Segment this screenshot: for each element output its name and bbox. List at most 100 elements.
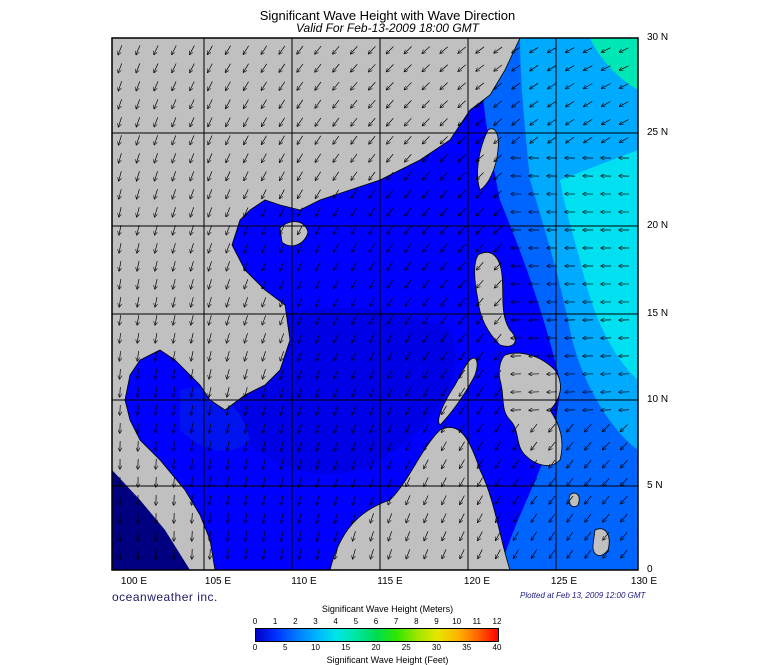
wave-arrow (584, 136, 593, 142)
wave-arrow (136, 117, 141, 126)
wave-arrow (174, 476, 175, 487)
wave-arrow (512, 46, 521, 53)
wave-arrow (459, 279, 466, 288)
wave-arrow (423, 279, 430, 288)
wave-arrow (584, 65, 593, 71)
wave-arrow (192, 530, 193, 541)
wave-arrow (405, 189, 412, 198)
wave-arrow (513, 441, 520, 450)
wave-arrow (317, 513, 320, 523)
wave-arrow (512, 100, 521, 107)
wave-arrow (298, 369, 303, 378)
wave-arrow (191, 279, 194, 289)
wave-arrow (316, 225, 321, 235)
lat-label-20n: 20 N (647, 220, 669, 231)
wave-arrow (174, 494, 175, 505)
wave-arrow (405, 315, 411, 324)
wave-arrow (209, 387, 211, 397)
wave-arrow (459, 226, 466, 233)
wave-arrow (496, 531, 501, 541)
wave-arrow (477, 226, 484, 233)
wave-arrow (460, 459, 465, 469)
luzon-island (474, 251, 516, 347)
wave-arrow (459, 243, 466, 252)
wave-arrow (315, 207, 321, 217)
wave-arrow (334, 387, 339, 396)
wave-arrow (369, 297, 375, 307)
wave-arrow (495, 495, 501, 505)
map-subtitle: Valid For Feb-13-2009 18:00 GMT (296, 21, 479, 35)
wave-arrow (549, 423, 556, 432)
wave-arrow (226, 207, 231, 216)
wave-arrow (137, 297, 139, 307)
wave-arrow (351, 207, 358, 216)
wave-arrow (441, 315, 448, 324)
wave-arrow (495, 333, 502, 342)
wave-arrow (172, 207, 176, 217)
wave-arrow (335, 549, 338, 559)
wave-arrow (261, 117, 267, 127)
wave-arrow (263, 549, 264, 559)
wave-arrow (424, 495, 429, 504)
wave-arrow (477, 441, 483, 450)
wave-arrow (494, 226, 502, 233)
wave-arrow (387, 153, 394, 162)
wave-arrow (387, 189, 394, 198)
wave-arrow (172, 153, 177, 162)
wave-arrow (370, 477, 375, 486)
wave-arrow (424, 477, 429, 487)
credit-logo-text: oceanweather inc. (112, 590, 218, 604)
wave-arrow (119, 135, 122, 145)
wave-arrow (334, 297, 339, 307)
wave-arrow (441, 279, 448, 288)
wave-arrow (424, 531, 429, 540)
wave-arrow (280, 387, 284, 397)
wave-arrow (119, 225, 121, 235)
wave-arrow (245, 351, 248, 361)
wave-arrow (352, 441, 357, 450)
wave-arrow (548, 100, 557, 107)
wave-arrow (548, 47, 557, 52)
wave-arrow (297, 45, 304, 54)
wave-arrow (172, 117, 177, 126)
wave-arrow (496, 549, 501, 559)
wave-arrow (173, 422, 174, 433)
wave-arrow (192, 512, 193, 523)
wave-arrow (137, 350, 138, 361)
wave-arrow (263, 495, 265, 505)
wave-arrow (351, 261, 357, 271)
wave-arrow (530, 46, 539, 52)
wave-arrow (441, 208, 448, 216)
wave-arrow (567, 495, 574, 504)
wave-arrow (530, 64, 539, 71)
wave-arrow (155, 369, 156, 379)
wave-arrow (441, 225, 448, 234)
wave-arrow (477, 315, 484, 324)
wave-arrow (209, 351, 211, 361)
wave-arrow (227, 459, 229, 469)
wave-arrow (424, 459, 429, 469)
wave-arrow (442, 549, 447, 558)
wave-arrow (602, 137, 611, 142)
wave-arrow (261, 63, 268, 72)
wave-arrow (298, 333, 303, 342)
wave-arrow (603, 442, 610, 449)
wave-arrow (173, 405, 174, 415)
wave-arrow (442, 477, 447, 487)
wave-arrow (458, 136, 466, 144)
wave-arrow (513, 513, 519, 522)
wave-arrow (298, 423, 302, 433)
wave-arrow (531, 513, 538, 522)
wave-arrow (422, 46, 430, 54)
wave-arrow (137, 333, 138, 343)
wave-arrow (494, 64, 503, 71)
wave-arrow (137, 243, 139, 253)
wave-arrow (531, 459, 538, 468)
wave-arrow (369, 261, 375, 270)
map-frame (111, 37, 639, 571)
wave-arrow (299, 513, 301, 523)
wave-arrow (423, 172, 430, 179)
wave-arrow (262, 153, 267, 163)
wave-arrow (476, 64, 485, 71)
wave-arrow (405, 136, 412, 143)
